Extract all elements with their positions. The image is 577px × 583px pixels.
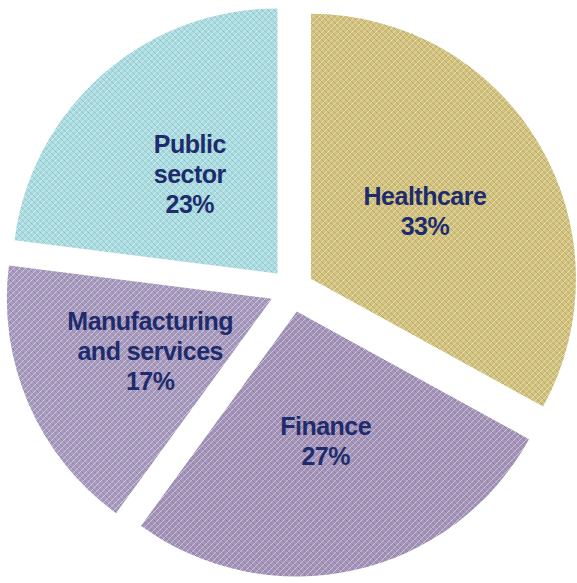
pie-slice bbox=[15, 8, 278, 273]
category-label: Publicsector bbox=[154, 130, 227, 188]
slices bbox=[7, 8, 576, 576]
category-label: Finance bbox=[280, 412, 372, 440]
pie-slice bbox=[7, 266, 272, 514]
category-label: Healthcare bbox=[364, 182, 487, 210]
data-label: 23% bbox=[166, 190, 215, 218]
labels: Healthcare33% Finance27% Manufacturingand … bbox=[67, 130, 487, 470]
category-label: Manufacturingand services bbox=[67, 307, 233, 365]
chart: Healthcare33% Finance27% Manufacturingand … bbox=[0, 0, 577, 583]
data-label: 27% bbox=[301, 442, 350, 470]
data-label: 33% bbox=[401, 212, 450, 240]
data-label: 17% bbox=[126, 367, 175, 395]
